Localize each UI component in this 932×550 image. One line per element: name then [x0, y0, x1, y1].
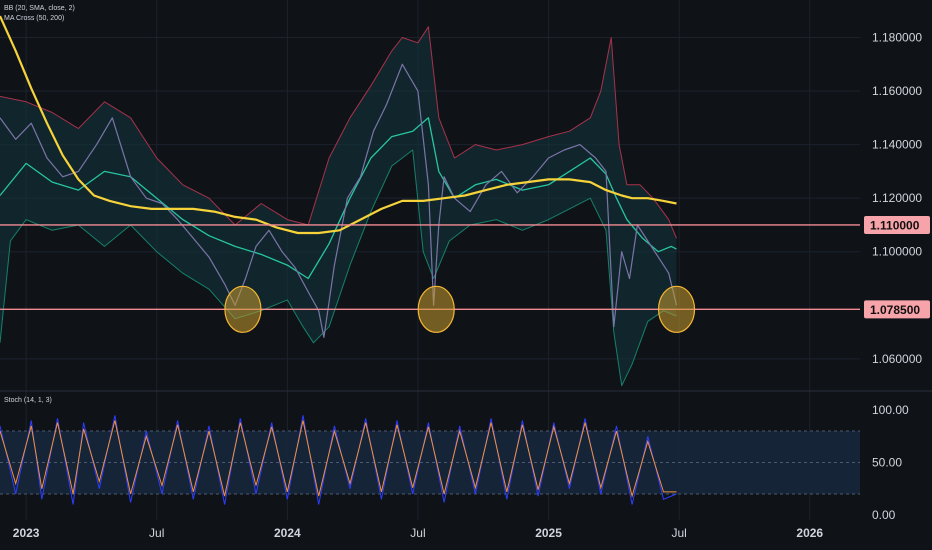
x-tick-label: 2025: [535, 526, 562, 540]
x-tick-label: 2023: [13, 526, 40, 540]
highlight-circle: [224, 285, 262, 333]
y-tick-label: 1.120000: [872, 191, 922, 205]
bollinger-lower-line[interactable]: [0, 149, 677, 387]
price-label-badge: [864, 215, 930, 234]
bollinger-basis-line[interactable]: [0, 117, 677, 280]
highlight-circle: [657, 285, 696, 333]
price-line[interactable]: [0, 63, 678, 338]
y-tick-label: 1.180000: [872, 30, 922, 44]
bollinger-band-fill: [0, 26, 677, 386]
bollinger-upper-line[interactable]: [0, 26, 677, 239]
price-label-text: 1.078500: [870, 303, 920, 317]
price-pane[interactable]: [0, 15, 860, 387]
stoch-indicator-label[interactable]: Stoch (14, 1, 3): [4, 397, 52, 404]
ma-cross-indicator-label[interactable]: MA Cross (50, 200): [4, 15, 65, 22]
axes: 1.180000 1.160000 1.140000 1.120000 1.100000…: [13, 30, 930, 540]
stoch-y-tick-label: 50.00: [872, 456, 902, 470]
x-tick-label: Jul: [671, 526, 686, 540]
y-tick-label: 1.060000: [872, 352, 922, 366]
stoch-y-tick-label: 0.00: [872, 508, 896, 522]
y-tick-label: 1.140000: [872, 138, 922, 152]
y-tick-label: 1.100000: [872, 245, 922, 259]
x-tick-label: 2026: [796, 526, 823, 540]
x-tick-label: Jul: [149, 526, 164, 540]
stoch-y-tick-label: 100.00: [872, 403, 909, 417]
stoch-k-line[interactable]: [0, 415, 677, 505]
price-label-badge: [864, 300, 930, 319]
highlight-circle: [417, 285, 455, 333]
price-label-text: 1.110000: [870, 218, 920, 232]
y-tick-label: 1.160000: [872, 84, 922, 98]
x-tick-label: 2024: [274, 526, 301, 540]
ma200-line[interactable]: [0, 15, 677, 235]
stochastic-pane[interactable]: [0, 415, 860, 505]
stoch-d-line[interactable]: [0, 420, 677, 499]
bb-indicator-label[interactable]: BB (20, SMA, close, 2): [4, 5, 75, 12]
x-tick-label: Jul: [410, 526, 425, 540]
